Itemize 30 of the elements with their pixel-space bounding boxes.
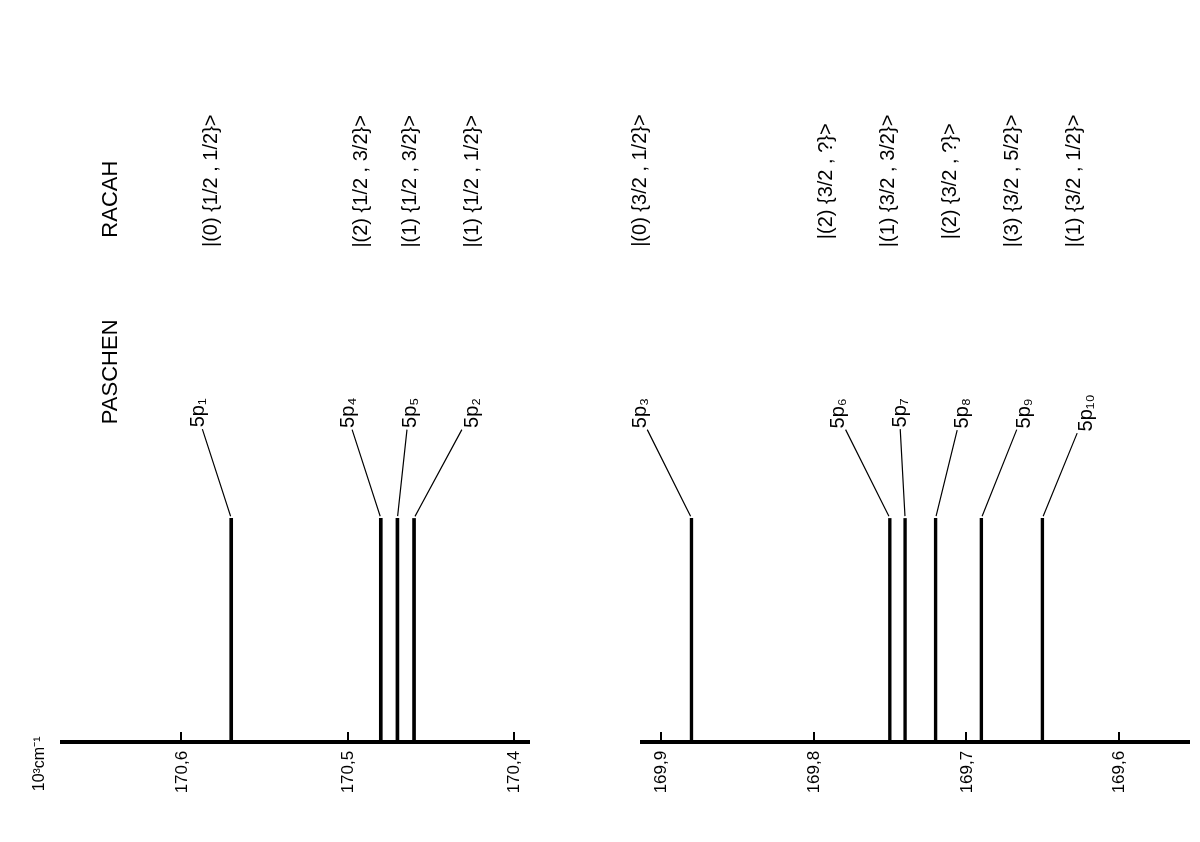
text: |(0) {1/2 , 1/2}>: [199, 114, 222, 248]
x-tick-label: 170,5: [338, 750, 358, 794]
text: |(2) {3/2 , ?}>: [813, 123, 836, 240]
text: |(1) {3/2 , 1/2}>: [1061, 114, 1084, 248]
annotation: 5p₂: [459, 397, 482, 428]
annotation: 5p₆: [826, 398, 849, 429]
text: |(3) {3/2 , 5/2}>: [999, 114, 1022, 248]
x-tick-label: 170,6: [171, 750, 191, 794]
annotation: 5p₇: [888, 398, 911, 428]
text: |(1) {3/2 , 3/2}>: [875, 114, 898, 248]
annotation: 5p₉: [1012, 398, 1035, 429]
annotation: 5p₅: [397, 397, 420, 428]
text: RACAH: [97, 160, 123, 238]
x-tick-label: 169,9: [651, 750, 671, 794]
text: PASCHEN: [96, 319, 122, 425]
annotation: 5p₁: [186, 398, 209, 428]
annotation: 5p₃: [627, 397, 650, 429]
annotation: 5p₄: [335, 397, 358, 428]
text: |(2) {1/2 , 3/2}>: [348, 115, 371, 248]
x-tick-label: 169,6: [1109, 750, 1129, 794]
text: |(0) {3/2 , 1/2}>: [628, 114, 651, 247]
text: |(2) {3/2 , ?}>: [937, 123, 960, 240]
text: 10³cm⁻¹: [29, 736, 47, 792]
x-tick-label: 169,8: [804, 750, 824, 794]
text: |(1) {1/2 , 3/2}>: [397, 115, 420, 248]
annotation: 5p₈: [950, 397, 973, 429]
x-tick-label: 170,4: [504, 750, 524, 794]
annotation: 5p₁₀: [1074, 394, 1097, 432]
text: |(1) {1/2 , 1/2}>: [459, 115, 482, 248]
x-tick-label: 169,7: [956, 750, 976, 794]
